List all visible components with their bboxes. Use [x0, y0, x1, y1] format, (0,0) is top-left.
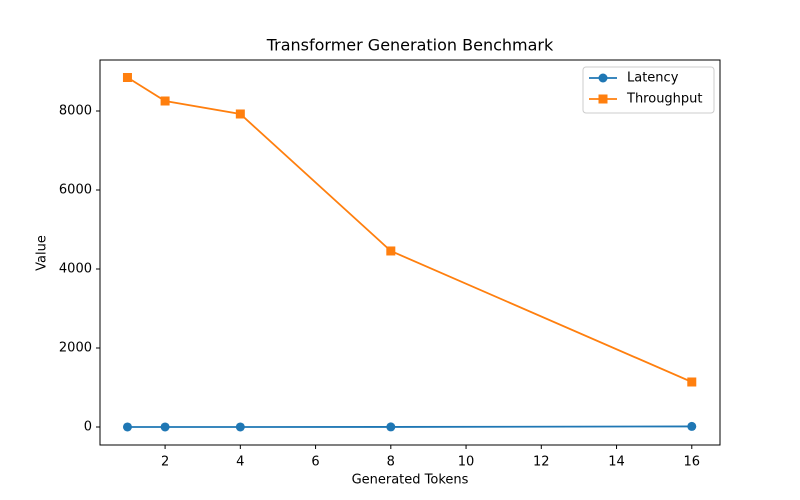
- marker: [160, 422, 170, 432]
- y-tick-label: 2000: [59, 340, 92, 355]
- marker: [598, 73, 608, 83]
- x-tick-label: 4: [236, 455, 244, 470]
- marker: [235, 422, 245, 432]
- x-tick-label: 14: [608, 455, 625, 470]
- marker: [687, 421, 697, 431]
- marker: [122, 72, 132, 82]
- x-tick-label: 16: [684, 455, 701, 470]
- y-axis-label: Value: [35, 235, 50, 271]
- x-tick-label: 2: [161, 455, 169, 470]
- marker: [122, 422, 132, 432]
- marker: [160, 96, 170, 106]
- legend-label: Throughput: [626, 92, 703, 107]
- y-tick-label: 4000: [59, 261, 92, 276]
- x-tick-label: 6: [311, 455, 319, 470]
- marker: [687, 377, 697, 387]
- marker: [598, 94, 608, 104]
- series-line: [127, 425, 692, 428]
- x-tick-label: 10: [458, 455, 475, 470]
- y-tick-label: 6000: [59, 182, 92, 197]
- marker: [386, 422, 396, 432]
- marker: [235, 109, 245, 119]
- chart-title: Transformer Generation Benchmark: [266, 36, 554, 55]
- y-tick-label: 8000: [59, 103, 92, 118]
- y-tick-label: 0: [84, 419, 92, 434]
- x-axis-label: Generated Tokens: [352, 473, 469, 488]
- x-tick-label: 12: [533, 455, 550, 470]
- plot-frame: [99, 59, 721, 446]
- x-tick-label: 8: [387, 455, 395, 470]
- legend-label: Latency: [627, 71, 679, 86]
- series-line: [126, 76, 693, 383]
- marker: [386, 246, 396, 256]
